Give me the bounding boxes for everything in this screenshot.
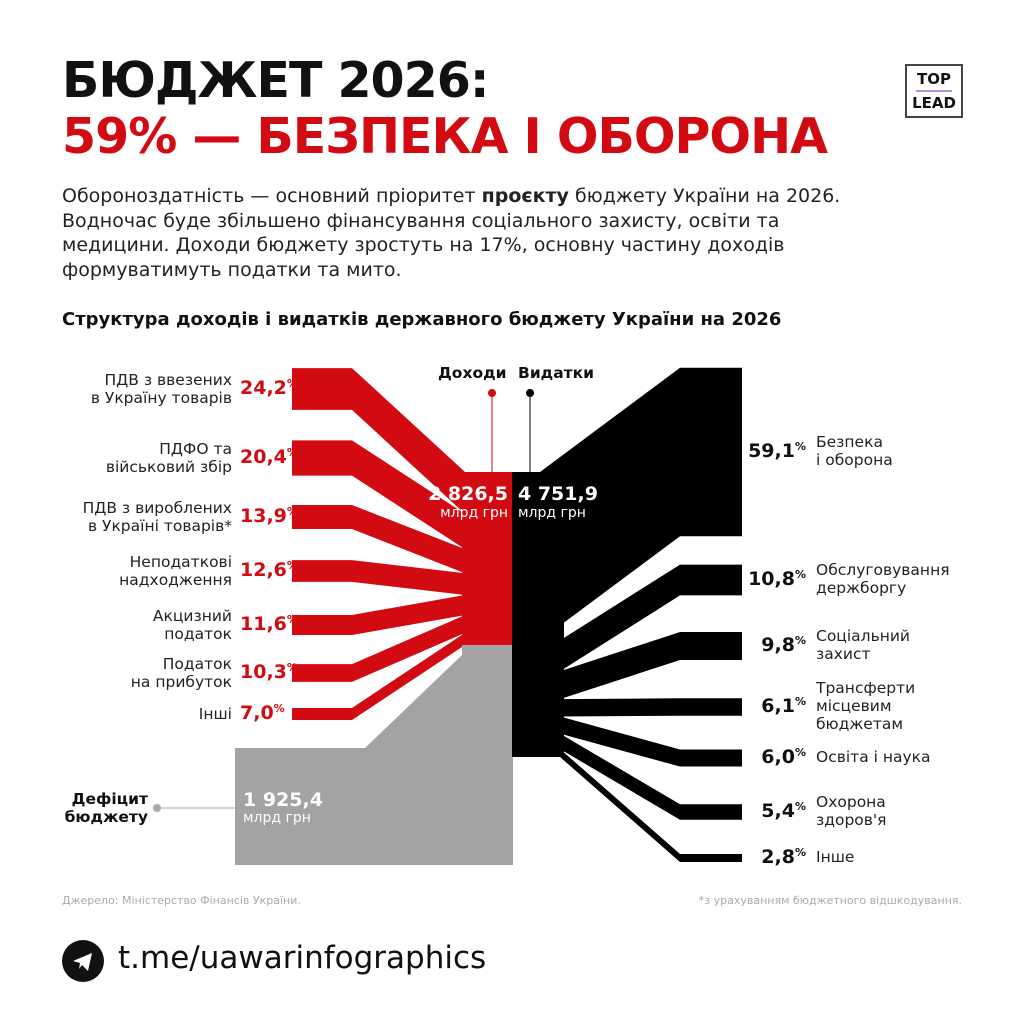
telegram-icon[interactable] xyxy=(62,940,104,982)
deficit-label: Дефіцит бюджету xyxy=(64,790,148,826)
logo-divider xyxy=(916,90,952,92)
expense-label-5: Охорона здоров'я xyxy=(816,793,887,829)
income-marker-dot xyxy=(488,389,496,397)
income-pct-4: 11,6% xyxy=(240,613,298,635)
income-flow-0 xyxy=(292,368,465,514)
expense-total: 4 751,9 xyxy=(518,483,598,505)
footnote: *з урахуванням бюджетного відшкодування. xyxy=(698,894,962,907)
intro-text-1: Обороноздатність — основний пріоритет xyxy=(62,185,482,207)
expense-pct-2: 9,8% xyxy=(761,634,806,656)
income-header: Доходи xyxy=(438,364,507,382)
expense-pct-5: 5,4% xyxy=(761,800,806,822)
income-pct-1: 20,4% xyxy=(240,446,298,468)
intro-bold: проєкту xyxy=(481,185,569,207)
deficit-total: 1 925,4 xyxy=(243,789,323,811)
expense-pct-0: 59,1% xyxy=(748,440,806,462)
logo-top: TOP xyxy=(917,70,951,88)
income-label-1: ПДФО та військовий збір xyxy=(105,440,232,476)
income-label-2: ПДВ з вироблених в Україні товарів* xyxy=(82,499,232,535)
income-total: 2 826,5 xyxy=(428,483,508,505)
chart-title: Структура доходів і видатків державного … xyxy=(62,309,782,330)
expense-flow-4 xyxy=(560,716,742,767)
income-column xyxy=(462,472,513,645)
expense-pct-6: 2,8% xyxy=(761,846,806,868)
income-pct-5: 10,3% xyxy=(240,661,298,683)
income-label-5: Податок на прибуток xyxy=(130,655,232,691)
income-label-3: Неподаткові надходження xyxy=(119,553,232,589)
title-line-1: БЮДЖЕТ 2026: xyxy=(62,52,489,109)
expense-label-1: Обслуговування держборгу xyxy=(816,561,950,597)
expense-label-0: Безпека і оборона xyxy=(816,433,893,469)
deficit-block xyxy=(235,645,513,865)
expense-label-4: Освіта і наука xyxy=(816,748,931,766)
expense-flow-5 xyxy=(560,733,742,820)
intro-paragraph: Обороноздатність — основний пріоритет пр… xyxy=(62,184,892,282)
title-line-2: 59% — БЕЗПЕКА І ОБОРОНА xyxy=(62,108,828,165)
expense-flow-1 xyxy=(560,564,742,672)
income-pct-0: 24,2% xyxy=(240,377,298,399)
expense-label-2: Соціальний захист xyxy=(816,627,910,663)
expense-pct-3: 6,1% xyxy=(761,695,806,717)
income-unit: млрд грн xyxy=(440,505,508,521)
income-label-6: Інші xyxy=(198,705,232,723)
income-flow-3 xyxy=(292,560,465,596)
income-flow-4 xyxy=(292,595,465,636)
deficit-unit: млрд грн xyxy=(243,810,311,826)
income-flow-5 xyxy=(292,615,465,682)
income-flow-6 xyxy=(292,632,465,721)
income-label-4: Акцизний податок xyxy=(152,607,232,643)
logo-bottom: LEAD xyxy=(912,94,956,112)
intro-text-2: бюджету України на 2026. Водночас буде з… xyxy=(62,185,841,281)
expense-pct-1: 10,8% xyxy=(748,568,806,590)
income-flow-1 xyxy=(292,440,465,550)
expense-label-3: Трансферти місцевим бюджетам xyxy=(816,679,916,733)
income-label-0: ПДВ з ввезених в Україну товарів xyxy=(90,371,232,407)
expense-flow-3 xyxy=(560,698,742,717)
expense-pct-4: 6,0% xyxy=(761,746,806,768)
expense-flow-0 xyxy=(540,367,742,641)
expense-marker-dot xyxy=(526,389,534,397)
expense-label-6: Інше xyxy=(816,848,855,866)
expense-flow-2 xyxy=(560,632,742,700)
expense-header: Видатки xyxy=(518,364,595,382)
income-pct-2: 13,9% xyxy=(240,505,298,527)
expense-unit: млрд грн xyxy=(518,505,586,521)
top-lead-logo: TOP LEAD xyxy=(905,64,963,118)
source-note: Джерело: Міністерство Фінансів України. xyxy=(62,894,301,907)
income-pct-3: 12,6% xyxy=(240,559,298,581)
income-pct-6: 7,0% xyxy=(240,702,285,724)
deficit-dot xyxy=(153,804,161,812)
income-flow-2 xyxy=(292,504,465,574)
telegram-link[interactable]: t.me/uawarinfographics xyxy=(118,940,487,976)
